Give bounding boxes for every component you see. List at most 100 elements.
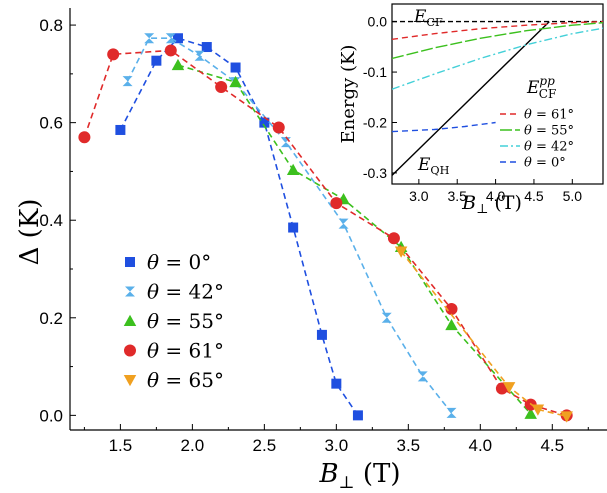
inset-legend-theta-value: = 61° [532,108,574,123]
inset-legend-theta-symbol: θ [524,124,532,139]
y-tick-label: 0.0 [39,406,63,425]
inset-legend-theta-symbol: θ [524,140,532,155]
inset-chart: 3.0 3.5 4.0 4.5 5.0 0.0 -0.1 -0.2 -0.3 B⊥ (T) Ener… [338,3,604,217]
data-point [288,222,299,233]
data-point [230,62,241,73]
data-point [387,232,400,245]
inset-x-tick-label: 5.0 [563,188,583,204]
x-tick-label: 2.0 [181,436,205,455]
inset-legend-theta-value: = 42° [532,140,574,155]
inset-legend-title: Epp CF [526,74,556,101]
inset-line-theta-55 [392,22,603,60]
inset-line-theta-61 [392,20,603,40]
x-tick-label: 2.5 [253,436,277,455]
data-point [445,318,458,331]
inset-legend-title-symbol: E [526,78,540,98]
x-axis-label: B⊥ (T) [318,459,400,493]
legend-label: θ = 55° [147,309,224,333]
inset-y-tick-label: -0.1 [363,64,387,80]
legend-theta-symbol: θ [147,339,159,363]
legend-theta-symbol: θ [147,368,159,392]
series-line [126,37,453,414]
inset-x-tick-label: 3.0 [409,188,429,204]
legend-entry-theta-61: θ = 61° [124,339,224,363]
inset-x-tick-label: 4.5 [524,188,544,204]
data-point [446,407,457,418]
annotation-e-cf: ECF [413,7,443,29]
legend-marker [125,257,135,267]
annotation-e-qh-subscript: QH [430,164,449,177]
data-point [524,407,537,419]
x-tick-label: 4.5 [540,436,564,455]
main-plot-area [78,33,573,423]
data-point [122,76,133,87]
annotation-e-cf-subscript: CF [426,16,443,29]
data-point [194,50,205,61]
inset-y-tick-label: -0.3 [363,165,387,181]
inset-y-tick-label: 0.0 [368,14,388,30]
legend-theta-value: = 61° [159,339,224,363]
series-line [400,250,567,418]
data-series-theta-65 [394,246,573,423]
inset-legend-entry-theta-0: θ = 0° [500,156,566,171]
legend-label: θ = 0° [147,250,211,274]
data-point [107,48,120,61]
data-point [165,33,176,44]
legend-theta-value: = 42° [159,280,224,304]
data-point [259,117,270,128]
inset-x-axis-label-symbol: B [461,192,476,214]
legend-theta-value: = 55° [159,309,224,333]
legend-theta-symbol: θ [147,280,159,304]
inset-y-axis-label: Energy (K) [338,45,359,144]
inset-line-theta-42 [392,27,603,90]
legend-entry-theta-55: θ = 55° [123,309,224,333]
x-axis-label-subscript: ⊥ [339,473,355,493]
data-point [229,75,242,88]
data-point [394,246,408,258]
inset-legend-title-subscript: CF [539,87,557,101]
inset-legend-label: θ = 55° [524,124,574,139]
inset-legend-entry-theta-61: θ = 61° [500,108,574,123]
inset-legend-label: θ = 61° [524,108,574,123]
inset-y-tick-label: -0.2 [363,114,387,130]
main-chart: 1.5 2.0 2.5 3.0 3.5 4.0 4.50.00.20.40.60.8B⊥ (… [15,8,607,493]
inset-legend-theta-symbol: θ [524,156,532,171]
y-tick-label: 0.6 [39,114,63,133]
inset-x-tick-label: 3.5 [447,188,467,204]
data-point [272,121,285,134]
inset-legend-theta-value: = 0° [532,156,566,171]
inset-legend: θ = 61°θ = 55°θ = 42°θ = 0° [500,108,574,171]
data-point [445,303,458,316]
legend-marker [125,286,135,297]
data-point [164,44,177,57]
annotation-e-cf-symbol: E [413,7,427,27]
main-ticks: 1.5 2.0 2.5 3.0 3.5 4.0 4.5 0.0 0.2 0.4 0.6 0.8 [39,16,589,455]
y-tick-label: 0.4 [39,211,63,230]
y-axis-label-unit: (K) [15,199,45,239]
inset-legend-theta-symbol: θ [524,108,532,123]
annotation-e-qh-symbol: E [417,155,431,175]
inset-line-theta-0 [392,121,496,133]
data-point [201,42,212,53]
inset-x-axis-label-unit: (T) [488,192,522,214]
data-point [78,131,91,144]
inset-ticks: 3.0 3.5 4.0 4.5 5.0 0.0 -0.1 -0.2 -0.3 [363,14,582,204]
data-point [280,137,291,148]
data-point [144,33,155,44]
data-point [338,218,349,229]
data-point [115,124,126,135]
inset-plot-area [392,20,603,176]
x-tick-label: 3.0 [325,436,349,455]
y-axis-label-symbol: Δ [15,238,45,265]
inset-line-e-qh [392,21,550,176]
annotation-e-qh: EQH [417,155,450,177]
data-point [531,404,545,416]
main-legend: θ = 0°θ = 42°θ = 55°θ = 61°θ = 65° [123,250,224,392]
legend-marker [123,314,137,326]
legend-label: θ = 42° [147,280,224,304]
legend-marker [124,344,136,357]
legend-label: θ = 61° [147,339,224,363]
inset-legend-label: θ = 0° [524,156,566,171]
